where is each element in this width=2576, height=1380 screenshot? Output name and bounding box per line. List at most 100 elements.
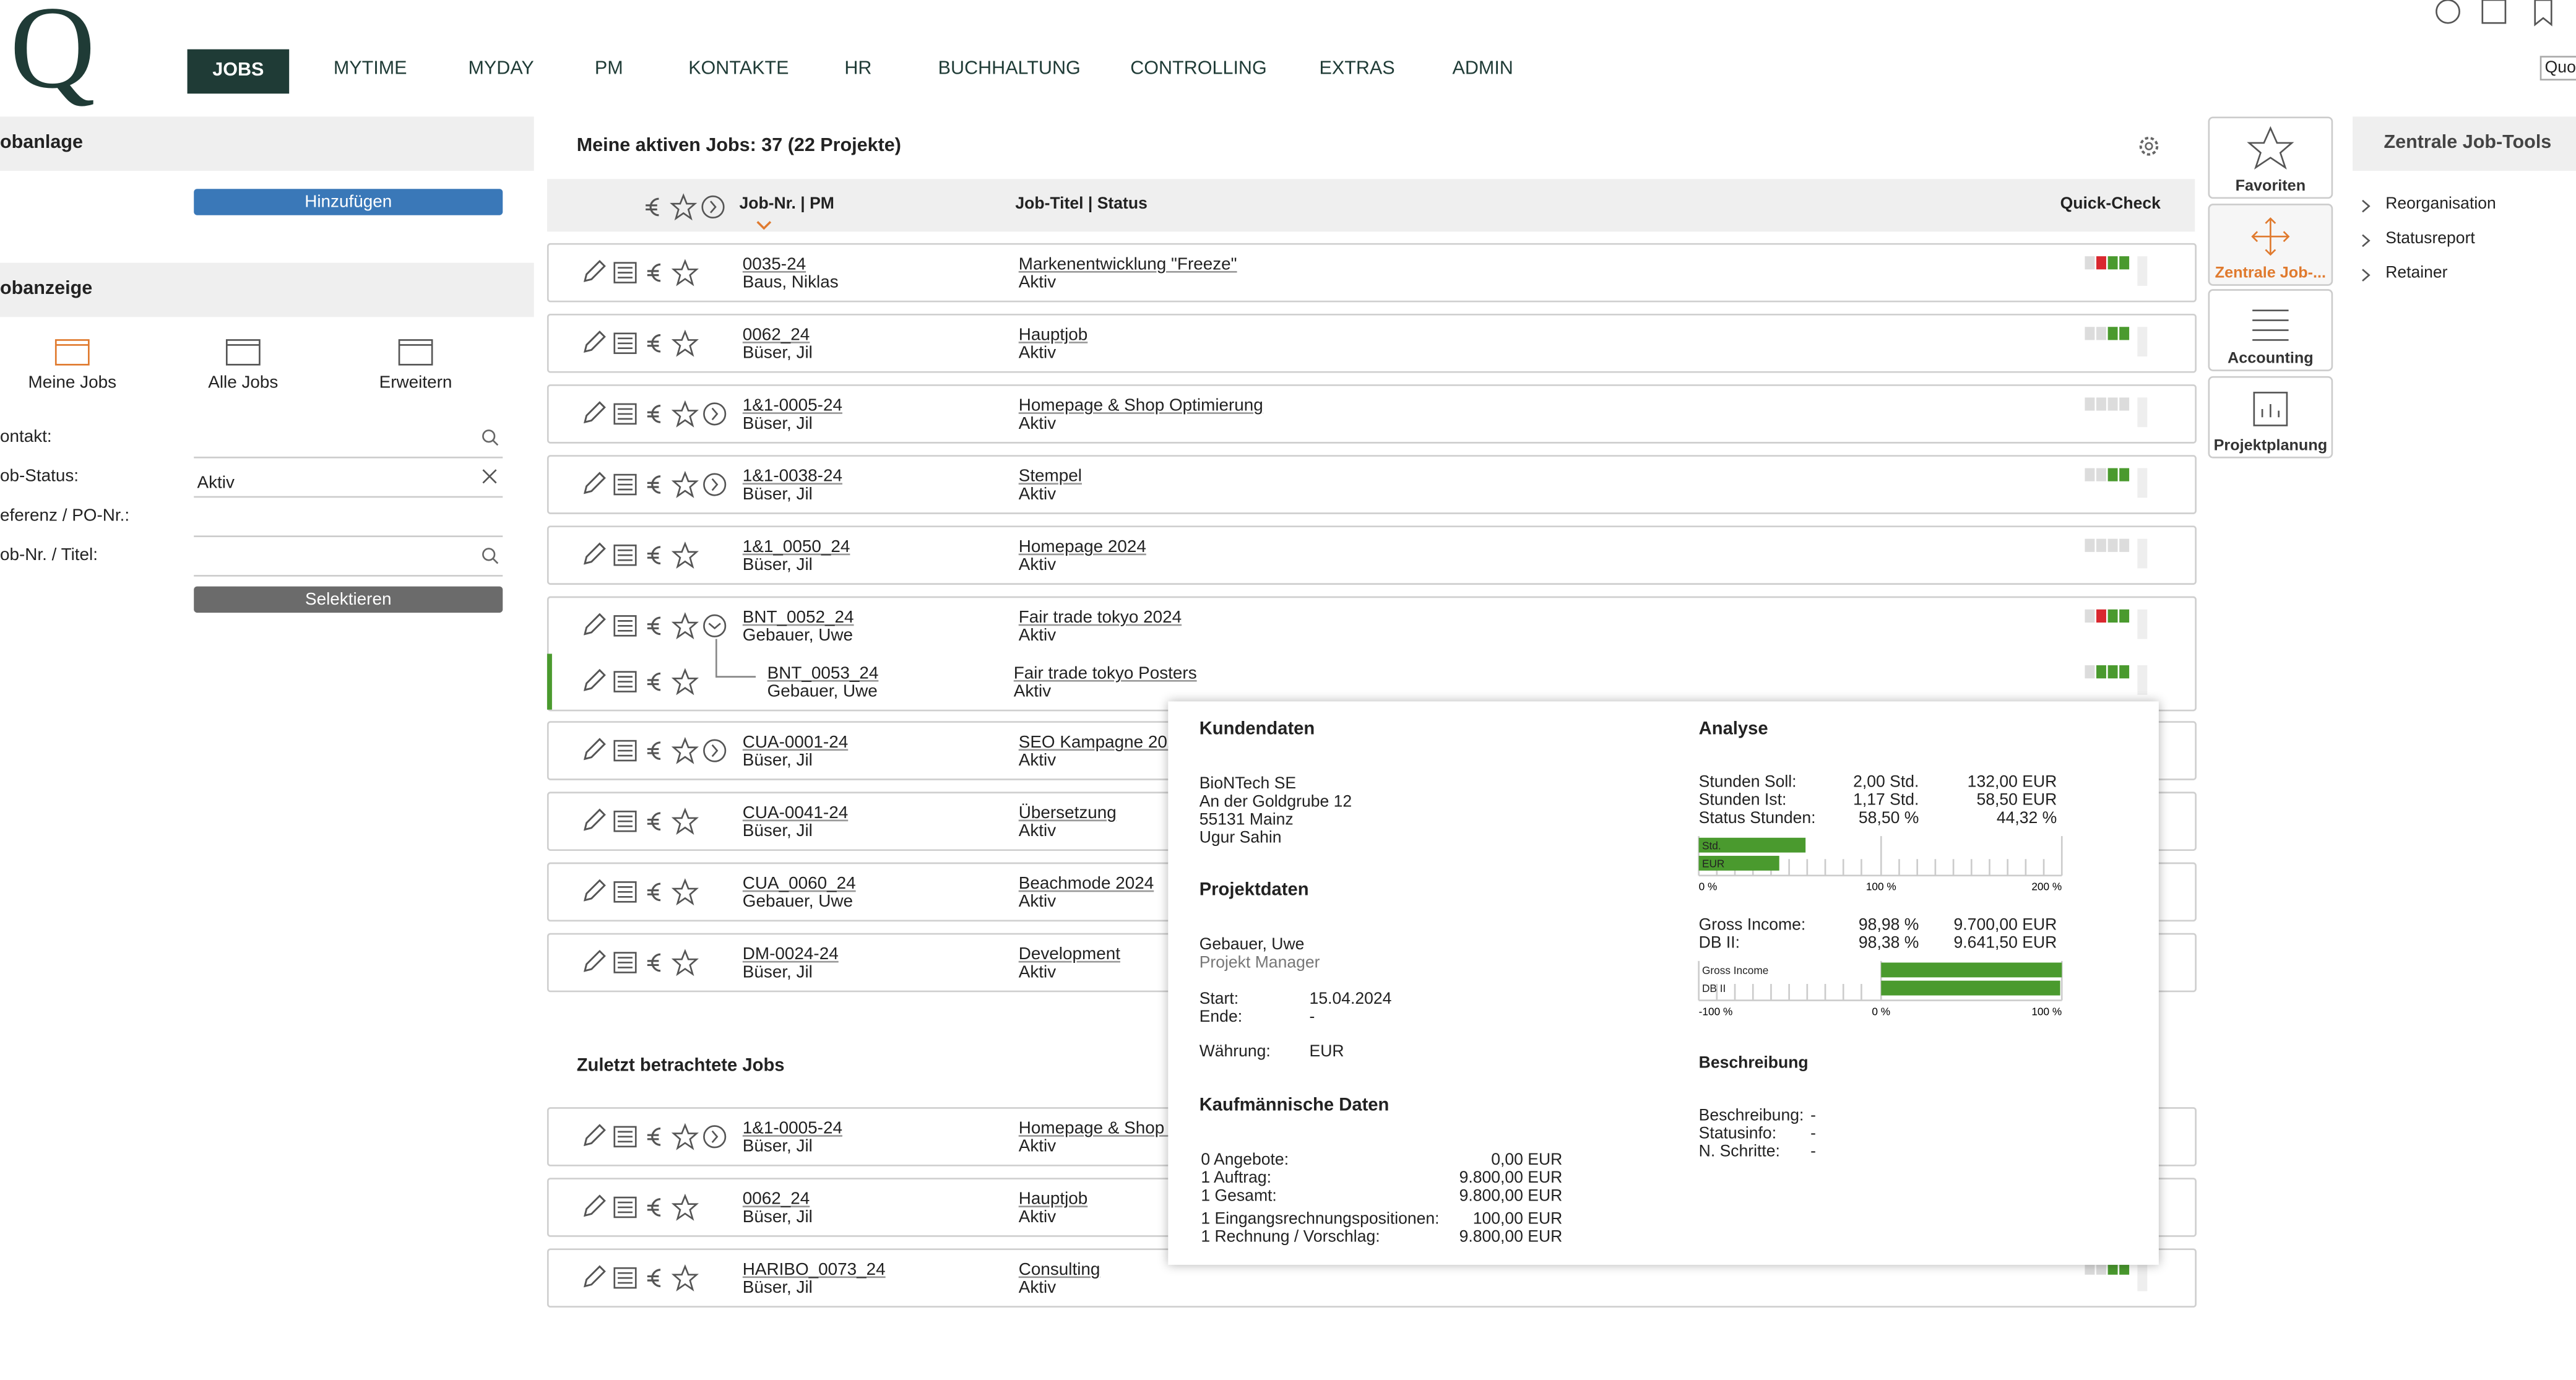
view-label[interactable]: Meine Jobs — [28, 373, 117, 393]
view-label[interactable]: Alle Jobs — [208, 373, 279, 393]
popup-heading: Analyse — [1698, 719, 1768, 740]
row-actions[interactable] — [582, 949, 730, 977]
value: EUR — [1309, 1043, 1344, 1061]
select-button[interactable]: Selektieren — [194, 586, 503, 613]
tool-link[interactable]: Reorganisation — [2385, 195, 2496, 214]
nav-item[interactable]: JOBS — [187, 49, 290, 94]
job-status: Aktiv — [1018, 343, 1057, 363]
nav-item[interactable]: CONTROLLING — [1130, 59, 1267, 79]
job-title[interactable]: SEO Kampagne 2024 — [1018, 732, 1186, 753]
nav-item[interactable]: MYTIME — [333, 59, 407, 79]
job-status: Aktiv — [1018, 751, 1057, 770]
view-icon[interactable] — [397, 339, 433, 368]
nav-item[interactable]: PM — [594, 59, 623, 79]
job-number[interactable]: 0062_24 — [742, 325, 810, 345]
tool-link[interactable]: Retainer — [2385, 264, 2448, 283]
tool-button[interactable]: Accounting — [2208, 289, 2333, 371]
view-icon[interactable] — [225, 339, 261, 368]
nav-item[interactable]: KONTAKTE — [688, 59, 789, 79]
tool-button[interactable]: Favoriten — [2208, 116, 2333, 199]
nav-item[interactable]: HR — [844, 59, 872, 79]
job-number[interactable]: CUA-0001-24 — [742, 732, 849, 753]
view-label[interactable]: Erweitern — [379, 373, 452, 393]
job-title[interactable]: Fair trade tokyo Posters — [1013, 663, 1197, 684]
job-number[interactable]: 1&1-0005-24 — [742, 395, 842, 416]
income-chart: Gross Income DB II -100 % 0 % 100 % — [1698, 960, 2063, 1017]
job-title[interactable]: Consulting — [1018, 1259, 1100, 1280]
job-number[interactable]: DM-0024-24 — [742, 944, 839, 965]
add-button[interactable]: Hinzufügen — [194, 189, 503, 215]
job-status: Aktiv — [1018, 821, 1057, 842]
tool-icon — [2253, 390, 2288, 426]
job-number[interactable]: 1&1-0005-24 — [742, 1118, 842, 1139]
logo[interactable]: Q — [9, 0, 95, 114]
job-title[interactable]: Markenentwicklung "Freeze" — [1018, 254, 1237, 275]
job-title[interactable]: Übersetzung — [1018, 803, 1117, 823]
row-actions[interactable] — [582, 1264, 730, 1292]
nav-item[interactable]: BUCHHALTUNG — [938, 59, 1081, 79]
tool-label: Accounting — [2228, 350, 2314, 368]
job-status: Aktiv — [1013, 681, 1052, 702]
input[interactable] — [194, 440, 503, 459]
input[interactable] — [194, 480, 503, 498]
job-number[interactable]: CUA-0041-24 — [742, 803, 849, 823]
search-box[interactable]: Quo — [2539, 56, 2576, 81]
job-title[interactable]: Development — [1018, 944, 1120, 965]
row-actions[interactable] — [582, 259, 730, 287]
clear-icon[interactable] — [482, 468, 498, 485]
job-number[interactable]: HARIBO_0073_24 — [742, 1259, 886, 1280]
customer-line: BioNTech SE — [1199, 775, 1297, 794]
input[interactable] — [194, 519, 503, 537]
value: 9.700,00 EUR — [1953, 916, 2057, 935]
search-icon[interactable] — [482, 429, 499, 447]
job-number[interactable]: BNT_0053_24 — [767, 663, 879, 684]
job-title[interactable]: Beachmode 2024 — [1018, 874, 1154, 894]
job-number[interactable]: 0035-24 — [742, 254, 806, 275]
job-number[interactable]: 1&1-0038-24 — [742, 466, 842, 486]
value: - — [1810, 1143, 1817, 1162]
job-number[interactable]: BNT_0052_24 — [742, 608, 854, 627]
axis-label: -100 % — [1699, 1005, 1733, 1017]
job-pm: Büser, Jil — [742, 413, 813, 434]
label: Stunden Ist: — [1698, 791, 1787, 810]
job-title[interactable]: Hauptjob — [1018, 1189, 1088, 1209]
row-actions[interactable] — [582, 329, 730, 357]
job-number[interactable]: 0062_24 — [742, 1189, 810, 1209]
tool-button[interactable]: Zentrale Job-... — [2208, 202, 2333, 285]
view-icon[interactable] — [54, 339, 90, 368]
input[interactable] — [194, 558, 503, 577]
row-actions[interactable] — [582, 400, 730, 428]
nav-item[interactable]: MYDAY — [468, 59, 534, 79]
row-actions[interactable] — [582, 808, 730, 835]
job-number[interactable]: 1&1_0050_24 — [742, 537, 850, 557]
section-header: obanlage — [0, 116, 534, 171]
row-actions[interactable] — [582, 878, 730, 906]
job-title[interactable]: Homepage & Shop Optimierung — [1018, 395, 1263, 416]
search-icon[interactable] — [482, 547, 499, 565]
label: Start: — [1199, 990, 1239, 1009]
row-actions[interactable] — [582, 541, 730, 569]
job-number[interactable]: CUA_0060_24 — [742, 874, 856, 894]
column-header[interactable]: Job-Titel | Status — [1015, 195, 1148, 214]
input-value: Aktiv — [197, 473, 235, 493]
row-actions[interactable] — [582, 736, 730, 764]
column-header[interactable]: Job-Nr. | PM — [739, 195, 834, 214]
header-icons — [646, 193, 725, 221]
job-title[interactable]: Hauptjob — [1018, 325, 1088, 345]
popup-heading: Kaufmännische Daten — [1199, 1095, 1390, 1116]
row-actions[interactable] — [582, 1123, 730, 1150]
row-actions[interactable] — [582, 612, 730, 640]
job-title[interactable]: Fair trade tokyo 2024 — [1018, 608, 1182, 627]
settings-icon[interactable] — [2137, 135, 2160, 158]
row-actions[interactable] — [582, 470, 730, 498]
row-actions[interactable] — [582, 1193, 730, 1221]
nav-item[interactable]: ADMIN — [1452, 59, 1513, 79]
nav-item[interactable]: EXTRAS — [1319, 59, 1395, 79]
tool-link[interactable]: Statusreport — [2385, 230, 2475, 248]
tool-button[interactable]: Projektplanung — [2208, 375, 2333, 458]
value: - — [1309, 1008, 1315, 1027]
row-actions[interactable] — [582, 668, 730, 696]
job-title[interactable]: Stempel — [1018, 466, 1083, 486]
job-title[interactable]: Homepage 2024 — [1018, 537, 1146, 557]
job-status: Aktiv — [1018, 1136, 1057, 1157]
